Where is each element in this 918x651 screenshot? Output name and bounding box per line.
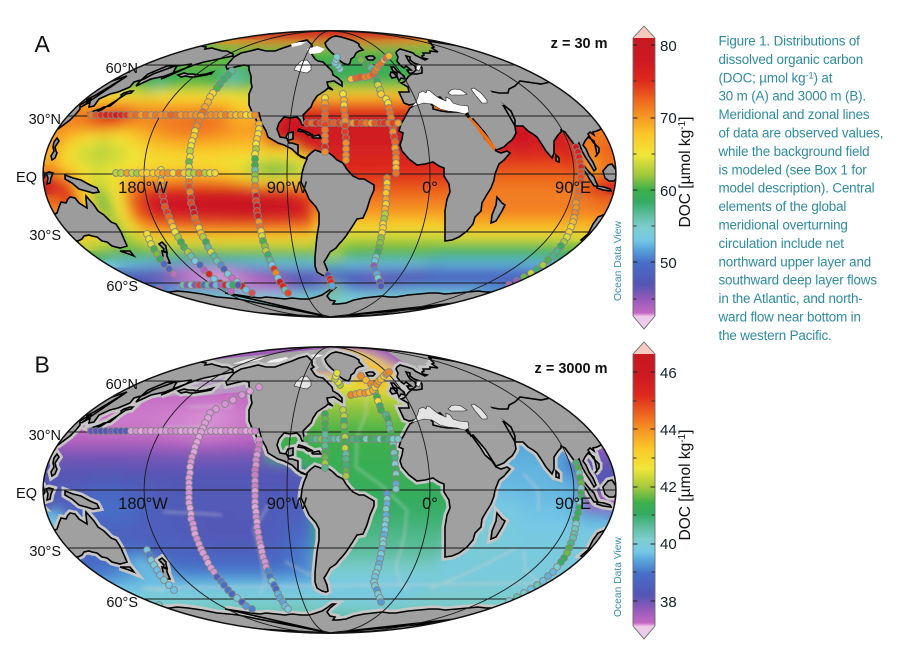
svg-text:30°N: 30°N (29, 112, 61, 128)
svg-text:circulation include net: circulation include net (719, 236, 845, 251)
svg-text:B: B (35, 352, 50, 378)
svg-text:A: A (35, 31, 51, 57)
svg-text:42: 42 (660, 479, 677, 496)
svg-text:model description). Central: model description). Central (719, 181, 875, 196)
svg-text:the western Pacific.: the western Pacific. (719, 328, 832, 343)
svg-text:Ocean Data View: Ocean Data View (613, 536, 624, 617)
svg-text:46: 46 (660, 365, 677, 382)
svg-text:40: 40 (660, 536, 677, 553)
svg-text:90°W: 90°W (267, 495, 308, 513)
svg-text:z = 30 m: z = 30 m (551, 36, 608, 52)
svg-text:80: 80 (660, 38, 677, 55)
svg-text:EQ: EQ (16, 170, 37, 186)
svg-text:Ocean Data View: Ocean Data View (613, 220, 624, 301)
svg-text:60°S: 60°S (106, 595, 138, 611)
svg-text:of data are observed values,: of data are observed values, (719, 126, 884, 141)
svg-text:30°N: 30°N (29, 428, 61, 444)
svg-text:0°: 0° (422, 495, 438, 513)
svg-text:in the Atlantic, and north-: in the Atlantic, and north- (719, 291, 863, 306)
svg-text:180°W: 180°W (118, 179, 168, 197)
svg-text:northward upper layer and: northward upper layer and (719, 254, 872, 269)
svg-text:(DOC; µmol kg-1) at: (DOC; µmol kg-1) at (719, 70, 833, 85)
svg-text:38: 38 (660, 594, 677, 611)
svg-text:90°W: 90°W (267, 179, 308, 197)
svg-text:EQ: EQ (16, 486, 37, 502)
svg-text:southward deep layer flows: southward deep layer flows (719, 273, 878, 288)
svg-text:60: 60 (660, 183, 677, 200)
svg-text:while the background field: while the background field (718, 144, 870, 159)
svg-text:44: 44 (660, 422, 677, 439)
svg-text:dissolved organic carbon: dissolved organic carbon (719, 52, 864, 67)
svg-text:DOC [µmol kg-1]: DOC [µmol kg-1] (677, 117, 694, 228)
svg-text:Meridional and zonal lines: Meridional and zonal lines (719, 107, 870, 122)
svg-text:30°S: 30°S (29, 544, 61, 560)
svg-text:60°N: 60°N (106, 61, 138, 77)
svg-text:z = 3000 m: z = 3000 m (535, 361, 608, 377)
svg-text:60°S: 60°S (106, 279, 138, 295)
svg-text:meridional overturning: meridional overturning (719, 218, 848, 233)
svg-text:50: 50 (660, 255, 677, 272)
svg-text:ward flow near bottom in: ward flow near bottom in (718, 310, 861, 325)
svg-text:60°N: 60°N (106, 377, 138, 393)
svg-text:70: 70 (660, 110, 677, 127)
svg-text:180°W: 180°W (118, 495, 168, 513)
svg-text:is modeled (see Box 1 for: is modeled (see Box 1 for (719, 162, 868, 177)
svg-text:DOC [µmol kg-1]: DOC [µmol kg-1] (677, 430, 694, 541)
svg-text:elements of the global: elements of the global (719, 199, 847, 214)
svg-text:90°E: 90°E (555, 495, 591, 513)
svg-text:90°E: 90°E (555, 179, 591, 197)
svg-text:0°: 0° (422, 179, 438, 197)
svg-text:30°S: 30°S (29, 228, 61, 244)
svg-text:30 m (A) and 3000 m (B).: 30 m (A) and 3000 m (B). (719, 89, 866, 104)
svg-text:Figure 1. Distributions of: Figure 1. Distributions of (719, 34, 861, 49)
